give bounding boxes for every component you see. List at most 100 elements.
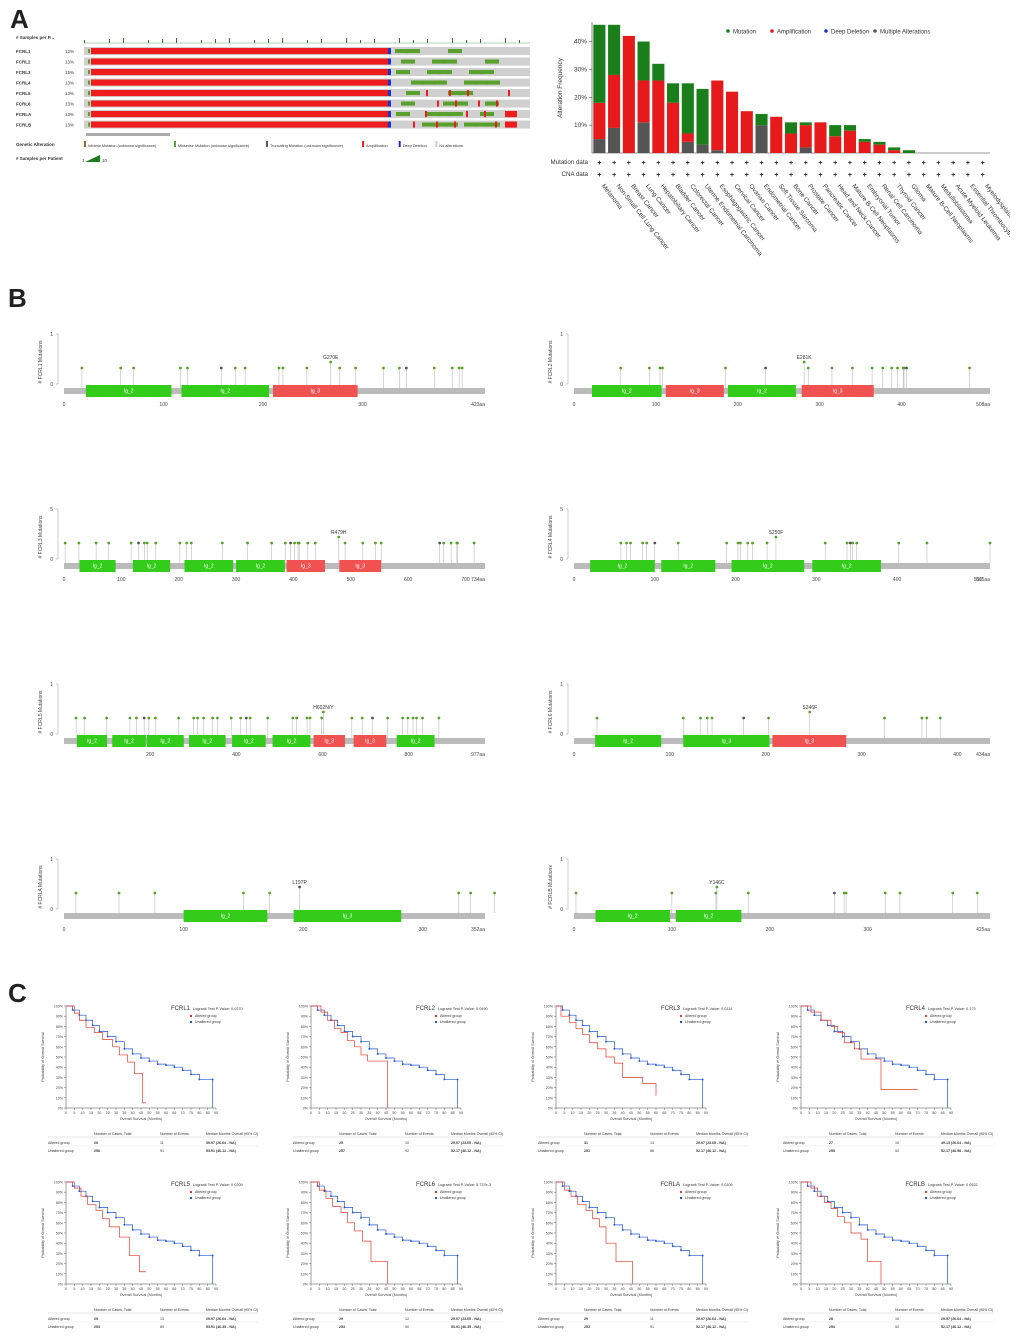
km-censor-mark (858, 1224, 861, 1226)
km-censor-mark (181, 1245, 184, 1248)
km-legend-altered: Altered group (195, 1190, 217, 1194)
km-y-label: Probability of Overall Survival (776, 1208, 780, 1258)
km-y-label: Probability of Overall Survival (286, 1208, 290, 1258)
lollipop-x-tick: 200 (731, 577, 740, 583)
lollipop-x-tick: 300 (358, 402, 367, 408)
km-y-tick-label: 50% (791, 1232, 799, 1236)
missense-mutation-mark (88, 49, 90, 54)
lollipop-head (361, 541, 365, 545)
protein-domain (273, 385, 358, 397)
survival-plot: 0% 10% 20% 30% 40% 50% 60% 70% 80% 90% 100% 0 5 10 15 2… (286, 1005, 503, 1154)
lollipop-head (266, 716, 270, 720)
data-row-mark: + (951, 160, 955, 167)
samples-legend-min: 1 (82, 158, 85, 163)
protein-domain (665, 385, 724, 397)
domain-label: Ig_3 (365, 739, 375, 745)
lollipop-head (386, 716, 390, 720)
bar-segment (652, 63, 665, 81)
km-row-altered: Altered group (538, 1317, 560, 1321)
km-un-median: 52.17 (46.12 - NA) (696, 1325, 727, 1329)
lollipop-head (802, 360, 806, 364)
km-y-tick-label: 100% (54, 1005, 64, 1009)
missense-mutation-mark (427, 70, 441, 75)
km-censor-mark (91, 1024, 94, 1027)
km-y-tick-label: 90% (791, 1191, 799, 1195)
lollipop-head (619, 366, 623, 370)
km-altered-curve (66, 1181, 146, 1273)
km-censor-mark (588, 1206, 591, 1209)
km-y-label: Probability of Overall Survival (531, 1208, 535, 1258)
km-col-cases: Number of Cases, Total (94, 1132, 132, 1136)
km-y-tick-label: 100% (789, 1181, 799, 1185)
km-y-tick-label: 60% (546, 1221, 554, 1225)
km-y-tick-label: 80% (546, 1025, 554, 1029)
km-y-tick-label: 30% (546, 1076, 554, 1080)
km-un-cases: 255 (829, 1149, 835, 1153)
km-x-tick-label: 25 (106, 1111, 110, 1115)
lollipop-head (988, 541, 992, 545)
km-un-cases: 253 (94, 1325, 100, 1329)
km-x-tick-label: 90 (459, 1111, 463, 1115)
km-censor-mark (343, 1206, 346, 1209)
km-legend-altered: Altered group (685, 1190, 707, 1194)
km-y-tick-label: 30% (791, 1076, 799, 1080)
samples-per-patient-bar (466, 40, 467, 43)
km-y-tick-label: 0% (793, 1283, 799, 1287)
bar-segment (858, 141, 871, 153)
bar-segment (622, 35, 635, 153)
protein-backbone (64, 913, 485, 919)
bar-segment (667, 102, 680, 153)
lollipop-y-label: # FCRLB Mutations (548, 865, 554, 909)
lollipop-x-tick: 100 (668, 927, 677, 933)
km-un-events: 92 (895, 1325, 899, 1329)
km-censor-mark (443, 1254, 446, 1257)
km-y-tick-label: 90% (791, 1015, 799, 1019)
km-censor-mark (140, 1057, 142, 1059)
lollipop-x-tick: 500 (974, 577, 983, 583)
lollipop-head (337, 535, 341, 539)
gene-label: FCRL5 (16, 91, 31, 96)
km-censor-mark (630, 1057, 632, 1059)
lollipop-head (219, 366, 223, 370)
protein-length: 423aa (471, 402, 485, 408)
lollipop-head (715, 885, 719, 889)
data-row-mark: + (612, 160, 616, 167)
km-x-tick-label: 60 (899, 1111, 903, 1115)
km-x-tick-label: 30 (604, 1287, 608, 1291)
lollipop-x-tick: 100 (666, 752, 675, 758)
domain-label: Ig_3 (343, 914, 353, 920)
km-censor-mark (866, 1229, 869, 1231)
bar-segment (608, 24, 621, 75)
survival-plot: 0% 10% 20% 30% 40% 50% 60% 70% 80% 90% 100% 0 5 10 15 2… (531, 1005, 748, 1154)
km-legend-unaltered: Unaltered group (685, 1020, 711, 1024)
legend-label: Deep Deletion (403, 144, 427, 148)
data-row-mark: + (877, 172, 881, 179)
protein-domain (801, 385, 874, 397)
km-x-tick-label: 65 (417, 1287, 421, 1291)
lollipop-head (107, 541, 111, 545)
km-x-tick-label: 50 (637, 1111, 641, 1115)
km-y-tick-label: 40% (56, 1066, 64, 1070)
km-x-tick-label: 20 (342, 1287, 346, 1291)
lollipop-head (920, 716, 924, 720)
bar-segment (755, 113, 768, 126)
km-censor-mark (680, 1073, 682, 1076)
bar-segment (799, 122, 812, 126)
km-x-tick-label: 35 (612, 1111, 616, 1115)
km-x-tick-label: 25 (841, 1111, 845, 1115)
km-x-tick-label: 90 (949, 1287, 953, 1291)
samples-per-patient-bar (321, 39, 322, 43)
km-censor-mark (190, 1249, 192, 1252)
lollipop-head (117, 891, 121, 895)
km-x-tick-label: 15 (579, 1287, 583, 1291)
lollipop-head (736, 541, 740, 545)
km-y-tick-label: 70% (791, 1211, 799, 1215)
protein-domain (590, 560, 655, 572)
bar-segment (593, 24, 606, 103)
km-x-tick-label: 60 (409, 1287, 413, 1291)
km-censor-mark (330, 1195, 332, 1198)
km-y-tick-label: 70% (56, 1211, 64, 1215)
lollipop-head (469, 891, 473, 895)
lollipop-x-tick: 0 (573, 402, 576, 408)
protein-length: 515aa (976, 577, 990, 583)
